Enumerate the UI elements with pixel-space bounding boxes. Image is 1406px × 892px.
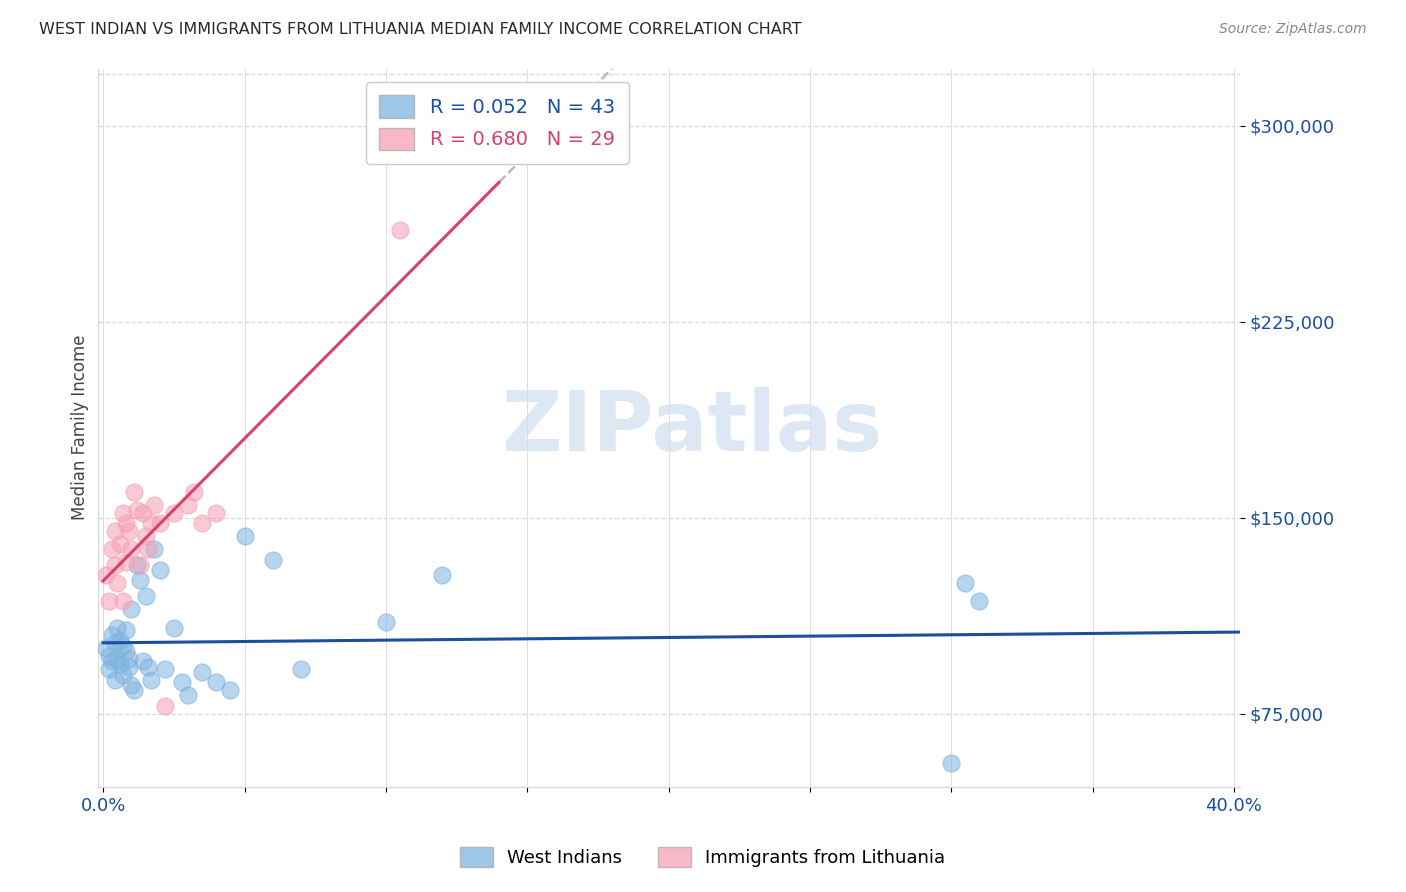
Point (969, 594, 991, 608)
Point (191, 516, 214, 530)
Point (143, 498, 166, 512)
Point (103, 524, 125, 538)
Point (124, 484, 146, 499)
Point (111, 594, 134, 608)
Point (111, 506, 134, 520)
Point (155, 662, 177, 676)
Point (100, 542, 122, 557)
Point (111, 639, 134, 653)
Point (262, 552, 284, 566)
Point (100, 628, 122, 642)
Point (132, 655, 155, 669)
Point (135, 529, 157, 543)
Point (941, 756, 963, 771)
Point (111, 667, 134, 681)
Point (374, 615, 396, 630)
Point (103, 673, 125, 687)
Point (108, 537, 131, 551)
Point (118, 652, 141, 666)
Point (955, 576, 977, 591)
Text: WEST INDIAN VS IMMIGRANTS FROM LITHUANIA MEDIAN FAMILY INCOME CORRELATION CHART: WEST INDIAN VS IMMIGRANTS FROM LITHUANIA… (39, 22, 801, 37)
Point (100, 655, 122, 669)
Point (191, 665, 214, 679)
Point (97, 594, 120, 608)
Point (108, 657, 131, 671)
Point (94, 568, 117, 582)
Point (115, 644, 138, 658)
Point (183, 484, 205, 499)
Point (115, 555, 138, 569)
Point (105, 620, 128, 634)
Point (105, 652, 128, 666)
Point (118, 524, 141, 538)
Point (205, 675, 228, 690)
Point (121, 602, 143, 616)
Point (103, 636, 125, 650)
Point (94, 641, 117, 656)
Point (129, 574, 152, 588)
Point (177, 689, 200, 703)
Point (115, 516, 138, 530)
Point (138, 659, 160, 673)
Point (155, 698, 177, 713)
Point (127, 558, 149, 572)
Point (121, 542, 143, 557)
Point (105, 576, 128, 591)
Legend: R = 0.052   N = 43, R = 0.680   N = 29: R = 0.052 N = 43, R = 0.680 N = 29 (366, 82, 628, 164)
Point (124, 683, 146, 698)
Point (205, 506, 228, 520)
Point (118, 659, 141, 673)
Point (97, 649, 120, 664)
Text: Source: ZipAtlas.com: Source: ZipAtlas.com (1219, 22, 1367, 37)
Point (143, 542, 166, 557)
Point (138, 542, 160, 557)
Point (432, 568, 454, 582)
Point (129, 558, 152, 572)
Point (149, 516, 172, 530)
Y-axis label: Median Family Income: Median Family Income (72, 334, 89, 520)
Point (141, 516, 163, 530)
Point (149, 563, 172, 577)
Point (141, 673, 163, 687)
Point (389, 223, 412, 237)
Point (177, 498, 200, 512)
Point (172, 675, 194, 690)
Point (115, 623, 138, 637)
Legend: West Indians, Immigrants from Lithuania: West Indians, Immigrants from Lithuania (453, 839, 953, 874)
Point (132, 506, 155, 520)
Point (233, 529, 256, 543)
Text: ZIPatlas: ZIPatlas (501, 387, 882, 468)
Point (97, 662, 120, 676)
Point (103, 558, 125, 572)
Point (290, 662, 312, 676)
Point (108, 633, 131, 648)
Point (219, 683, 242, 698)
Point (135, 589, 157, 603)
Point (163, 506, 186, 520)
Point (163, 620, 186, 634)
Point (121, 678, 143, 692)
Point (127, 503, 149, 517)
